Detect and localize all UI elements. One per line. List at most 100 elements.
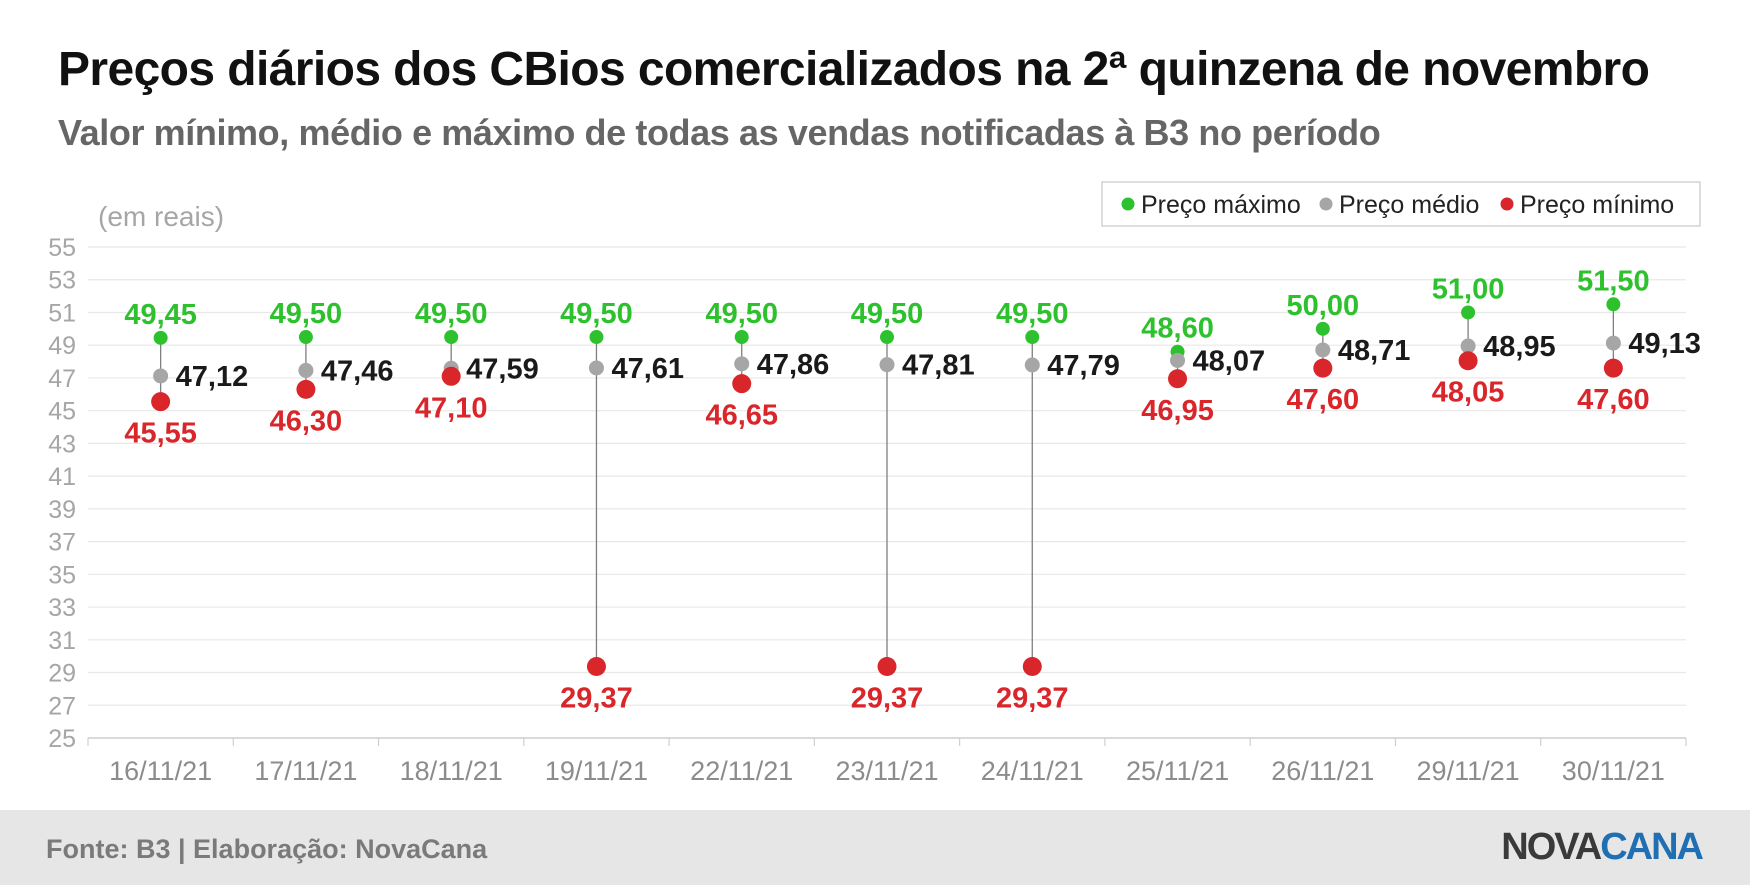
x-tick-label: 22/11/21: [690, 756, 793, 786]
logo-part-cana: CANA: [1600, 826, 1704, 868]
y-tick-label: 33: [48, 594, 76, 622]
avg-price-point: [1170, 352, 1186, 368]
min-price-point: [1022, 656, 1042, 676]
min-price-label: 46,95: [1141, 395, 1214, 427]
x-tick-label: 26/11/21: [1271, 756, 1374, 786]
y-tick-label: 55: [48, 234, 76, 262]
min-price-label: 45,55: [124, 418, 197, 450]
min-price-point: [1168, 369, 1188, 389]
avg-price-label: 47,86: [757, 349, 830, 381]
legend-label-avg: Preço médio: [1339, 191, 1479, 219]
logo-part-nova: NOVA: [1501, 826, 1602, 868]
y-tick-label: 35: [48, 561, 76, 589]
max-price-point: [298, 330, 313, 345]
avg-price-label: 49,13: [1628, 328, 1701, 360]
min-price-point: [586, 656, 606, 676]
max-price-label: 49,50: [415, 298, 488, 330]
avg-price-point: [153, 368, 169, 384]
min-price-label: 29,37: [851, 682, 924, 714]
max-price-point: [589, 330, 604, 345]
x-tick-label: 23/11/21: [835, 756, 938, 786]
y-tick-label: 51: [48, 299, 76, 327]
max-price-label: 50,00: [1287, 290, 1360, 322]
min-price-point: [151, 392, 171, 412]
avg-price-point: [298, 362, 314, 378]
avg-price-label: 48,07: [1193, 345, 1266, 377]
avg-price-point: [1024, 357, 1040, 373]
max-price-label: 49,50: [705, 298, 778, 330]
source-note: Fonte: B3 | Elaboração: NovaCana: [46, 834, 488, 864]
avg-price-point: [1460, 338, 1476, 354]
min-price-label: 46,30: [270, 405, 343, 437]
min-price-point: [877, 656, 897, 676]
avg-price-point: [1605, 335, 1621, 351]
max-price-point: [1606, 297, 1621, 312]
x-tick-label: 16/11/21: [109, 756, 212, 786]
y-tick-label: 31: [48, 627, 76, 655]
footer-bar: Fonte: B3 | Elaboração: NovaCana NOVACAN…: [0, 810, 1750, 885]
x-tick-label: 24/11/21: [981, 756, 1084, 786]
y-tick-label: 45: [48, 398, 76, 426]
y-tick-label: 41: [48, 463, 76, 491]
max-price-label: 49,45: [124, 299, 197, 331]
min-price-point: [1313, 358, 1333, 378]
max-price-label: 49,50: [851, 298, 924, 330]
legend-label-min: Preço mínimo: [1520, 191, 1674, 219]
max-price-point: [444, 330, 459, 345]
avg-price-label: 48,71: [1338, 335, 1411, 367]
min-price-point: [1603, 358, 1623, 378]
max-price-point: [1315, 321, 1330, 336]
avg-price-label: 47,61: [611, 353, 684, 385]
novacana-logo: NOVACANA: [1501, 826, 1704, 869]
x-tick-label: 19/11/21: [545, 756, 648, 786]
max-price-label: 51,00: [1432, 273, 1505, 305]
y-tick-label: 39: [48, 496, 76, 524]
min-price-point: [441, 366, 461, 386]
avg-price-label: 47,12: [176, 361, 249, 393]
y-tick-label: 25: [48, 725, 76, 753]
chart-subtitle: Valor mínimo, médio e máximo de todas as…: [58, 112, 1381, 153]
min-price-label: 48,05: [1432, 377, 1505, 409]
legend-marker-max: [1121, 197, 1135, 211]
max-price-label: 48,60: [1141, 313, 1214, 345]
avg-price-point: [1315, 342, 1331, 358]
min-price-label: 29,37: [996, 682, 1069, 714]
legend-box: [1101, 181, 1701, 227]
min-price-point: [296, 379, 316, 399]
x-tick-label: 18/11/21: [400, 756, 503, 786]
legend-marker-avg: [1319, 197, 1333, 211]
max-price-point: [1025, 330, 1040, 345]
max-price-point: [1461, 305, 1476, 320]
max-price-point: [734, 330, 749, 345]
min-price-label: 47,60: [1287, 384, 1360, 416]
avg-price-point: [588, 360, 604, 376]
x-tick-label: 29/11/21: [1417, 756, 1520, 786]
max-price-point: [153, 330, 168, 345]
y-tick-label: 29: [48, 660, 76, 688]
max-price-label: 49,50: [996, 298, 1069, 330]
y-tick-label: 37: [48, 529, 76, 557]
avg-price-point: [879, 357, 895, 373]
avg-price-label: 47,46: [321, 355, 394, 387]
min-price-point: [1458, 351, 1478, 371]
avg-price-label: 47,59: [466, 353, 539, 385]
min-price-label: 47,60: [1577, 384, 1650, 416]
y-tick-label: 53: [48, 267, 76, 295]
min-price-label: 46,65: [705, 400, 778, 432]
price-chart: 25 27 29 31 33 35 37 39 41 43 45 47 49 51 53 55 16/11/21…: [48, 181, 1701, 786]
max-price-label: 51,50: [1577, 265, 1650, 297]
y-axis-label: (em reais): [98, 201, 224, 232]
min-price-label: 47,10: [415, 392, 488, 424]
chart-title: Preços diários dos CBios comercializados…: [58, 43, 1650, 96]
y-tick-label: 47: [48, 365, 76, 393]
x-tick-label: 17/11/21: [254, 756, 357, 786]
max-price-label: 49,50: [560, 298, 633, 330]
legend-label-max: Preço máximo: [1141, 191, 1301, 219]
min-price-point: [732, 374, 752, 394]
x-tick-label: 30/11/21: [1562, 756, 1665, 786]
y-tick-label: 43: [48, 430, 76, 458]
avg-price-label: 47,79: [1047, 350, 1120, 382]
max-price-point: [880, 330, 894, 345]
y-tick-label: 27: [48, 692, 76, 720]
avg-price-label: 47,81: [902, 350, 975, 382]
